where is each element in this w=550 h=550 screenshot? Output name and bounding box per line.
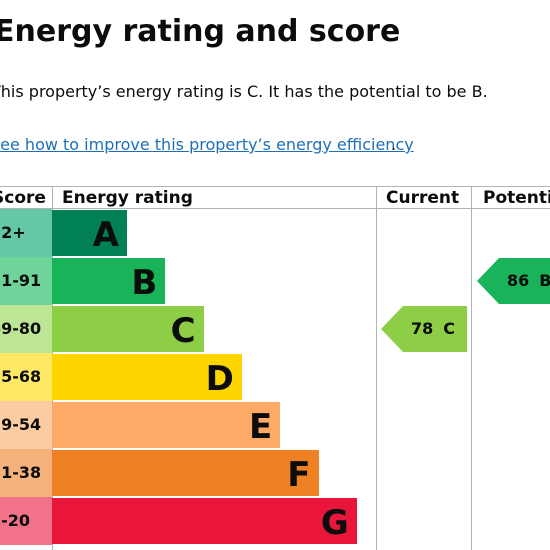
potential-rating: 86 B: [477, 258, 550, 304]
score-cell: 69-80: [0, 305, 52, 353]
punctuation: .: [391, 135, 397, 154]
rating-bar: C: [52, 306, 204, 352]
divider: [376, 186, 377, 550]
title: Energy rating and score: [0, 14, 401, 49]
column-header: Score: [0, 186, 52, 209]
score-cell: 81-91: [0, 257, 52, 305]
current-rating: 78 C: [381, 306, 467, 352]
divider: [471, 186, 472, 550]
score-cell: 92+: [0, 209, 52, 257]
rating-bar: D: [52, 354, 242, 400]
rating-letter: B: [539, 271, 550, 290]
improve-link[interactable]: See how to improve this property’s energ…: [0, 135, 414, 154]
column-header: Current: [376, 186, 471, 209]
column-header: Potential: [471, 186, 550, 209]
score-value: 78: [411, 319, 434, 338]
score-cell: 1-20: [0, 497, 52, 545]
column-header: Energy rating: [52, 186, 376, 209]
rating-bar: G: [52, 498, 357, 544]
score-cell: 39-54: [0, 401, 52, 449]
intro: This property’s energy rating is C. It h…: [0, 82, 488, 101]
score-cell: 55-68: [0, 353, 52, 401]
score-value: 86: [507, 271, 530, 290]
rating-bar: A: [52, 210, 127, 256]
rating-bar: F: [52, 450, 319, 496]
rating-bar: B: [52, 258, 166, 304]
score-cell: 21-38: [0, 449, 52, 497]
rating-bar: E: [52, 402, 281, 448]
rating-letter: C: [443, 319, 456, 338]
